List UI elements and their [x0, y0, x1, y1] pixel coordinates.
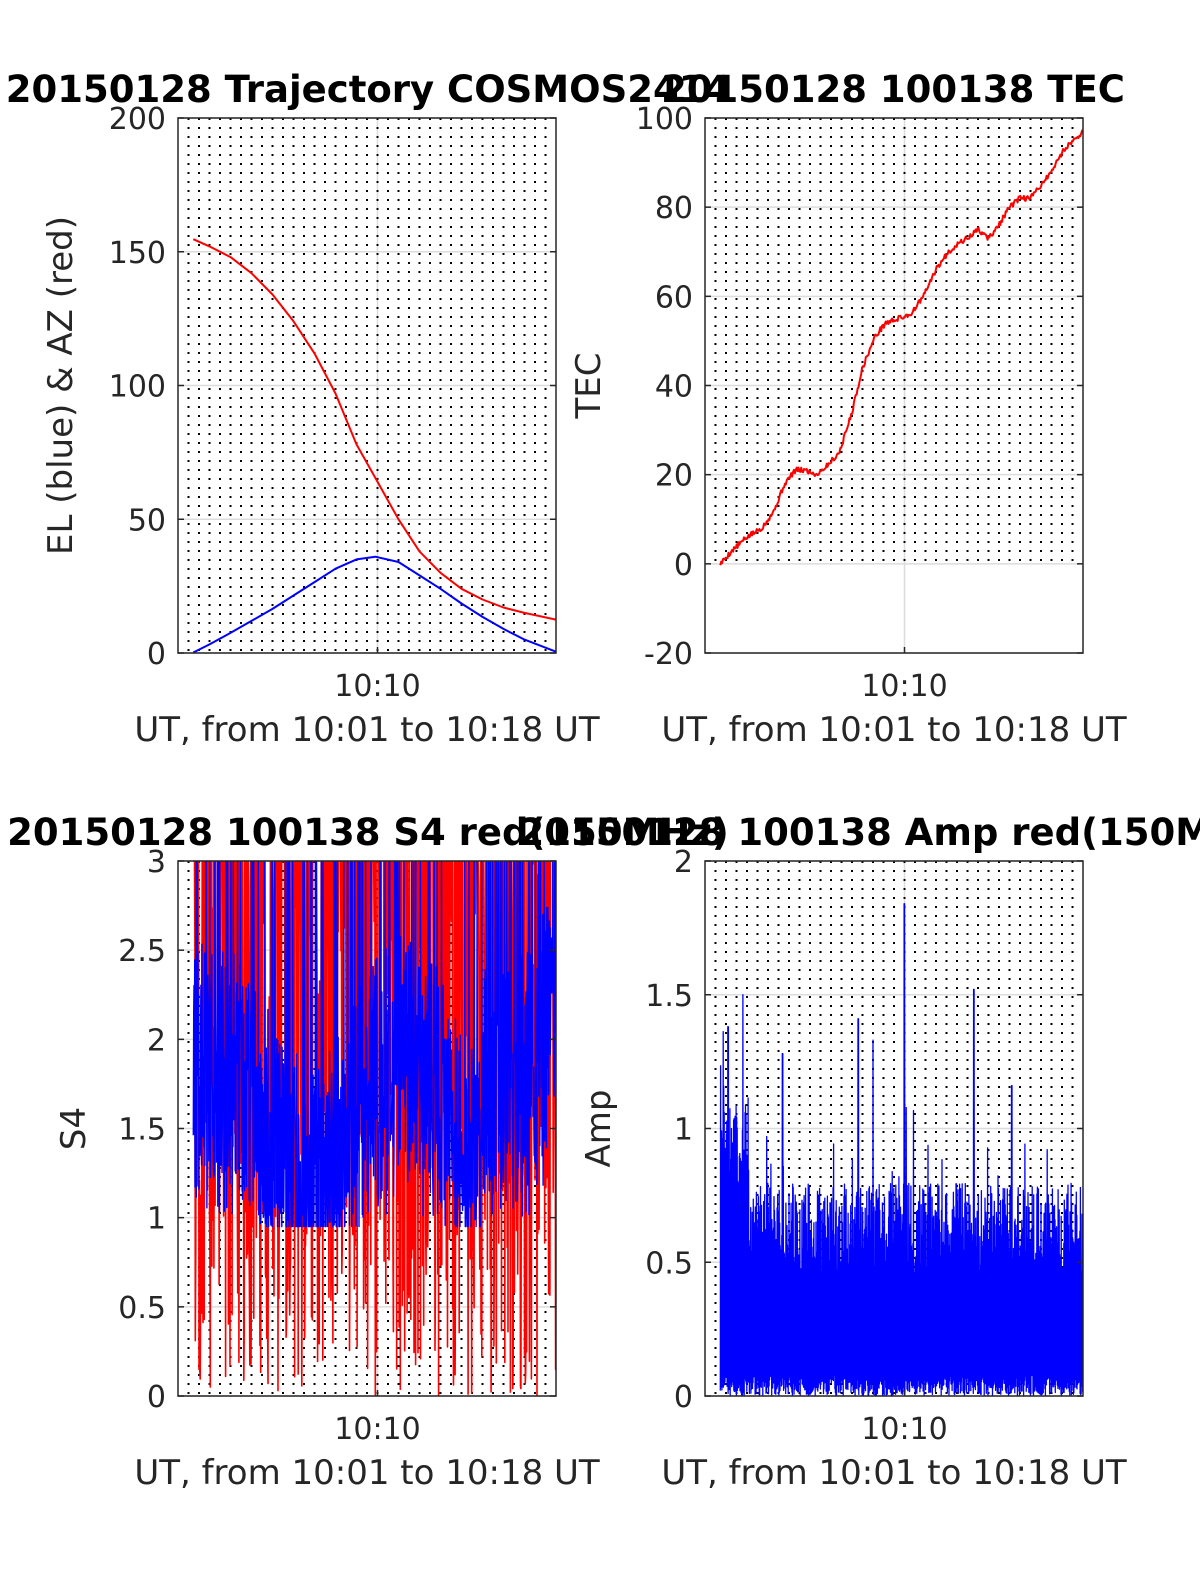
y-tick-label: 0 [674, 548, 693, 583]
chart-title: 20150128 100138 S4 red(150MHz) [7, 811, 729, 854]
series-line [192, 861, 556, 1396]
y-tick-label: 0 [147, 1380, 166, 1415]
chart-4: 0 0.5 1 1.5 2 10:10 UT, from 10:01 to 10:18 UT… [519, 811, 1200, 1493]
y-tick-label: 3 [147, 845, 166, 880]
series-line [192, 555, 556, 653]
y-axis-label: TEC [569, 353, 609, 420]
y-tick-label: 0.5 [118, 1291, 166, 1326]
x-axis-label: UT, from 10:01 to 10:18 UT [134, 710, 600, 750]
y-axis-label: Amp [579, 1090, 619, 1168]
y-tick-label: 100 [636, 102, 693, 137]
chart-3: 0 0.5 1 1.5 2 2.5 3 10:10 UT, from 10:01 to 10:1… [7, 811, 729, 1493]
y-tick-label: 40 [655, 370, 693, 405]
y-tick-label: -20 [644, 637, 693, 672]
y-tick-label: 80 [655, 191, 693, 226]
x-tick-label: 10:10 [861, 669, 947, 704]
y-axis-label: S4 [54, 1107, 94, 1150]
y-tick-label: 60 [655, 280, 693, 315]
chart-2: -20 0 20 40 60 80 100 10:10 UT, from 10:01 to 10… [569, 68, 1127, 750]
y-tick-label: 2.5 [118, 934, 166, 969]
y-tick-label: 1 [674, 1113, 693, 1148]
series-line [719, 129, 1083, 566]
y-tick-label: 50 [128, 503, 166, 538]
y-tick-label: 1.5 [118, 1113, 166, 1148]
y-tick-label: 0 [674, 1380, 693, 1415]
chart-title: 20150128 100138 TEC [661, 68, 1125, 111]
x-axis-label: UT, from 10:01 to 10:18 UT [661, 1453, 1127, 1493]
y-tick-label: 1 [147, 1202, 166, 1237]
x-axis-label: UT, from 10:01 to 10:18 UT [134, 1453, 600, 1493]
y-tick-label: 150 [109, 236, 166, 271]
series-line [192, 861, 556, 1228]
y-tick-label: 100 [109, 370, 166, 405]
y-axis-label: EL (blue) & AZ (red) [41, 216, 81, 555]
x-tick-label: 10:10 [334, 1412, 420, 1447]
series-line [719, 903, 1083, 1396]
y-tick-label: 0.5 [645, 1246, 693, 1281]
chart-title: 20150128 100138 Amp red(150MHz) [519, 811, 1200, 854]
chart-title: 20150128 Trajectory COSMOS2414 [6, 68, 730, 111]
y-tick-label: 1.5 [645, 979, 693, 1014]
x-tick-label: 10:10 [861, 1412, 947, 1447]
series-line [192, 238, 556, 621]
y-tick-label: 2 [147, 1023, 166, 1058]
y-tick-label: 200 [109, 102, 166, 137]
y-tick-label: 20 [655, 459, 693, 494]
y-tick-label: 0 [147, 637, 166, 672]
x-axis-label: UT, from 10:01 to 10:18 UT [661, 710, 1127, 750]
x-tick-label: 10:10 [334, 669, 420, 704]
y-tick-label: 2 [674, 845, 693, 880]
